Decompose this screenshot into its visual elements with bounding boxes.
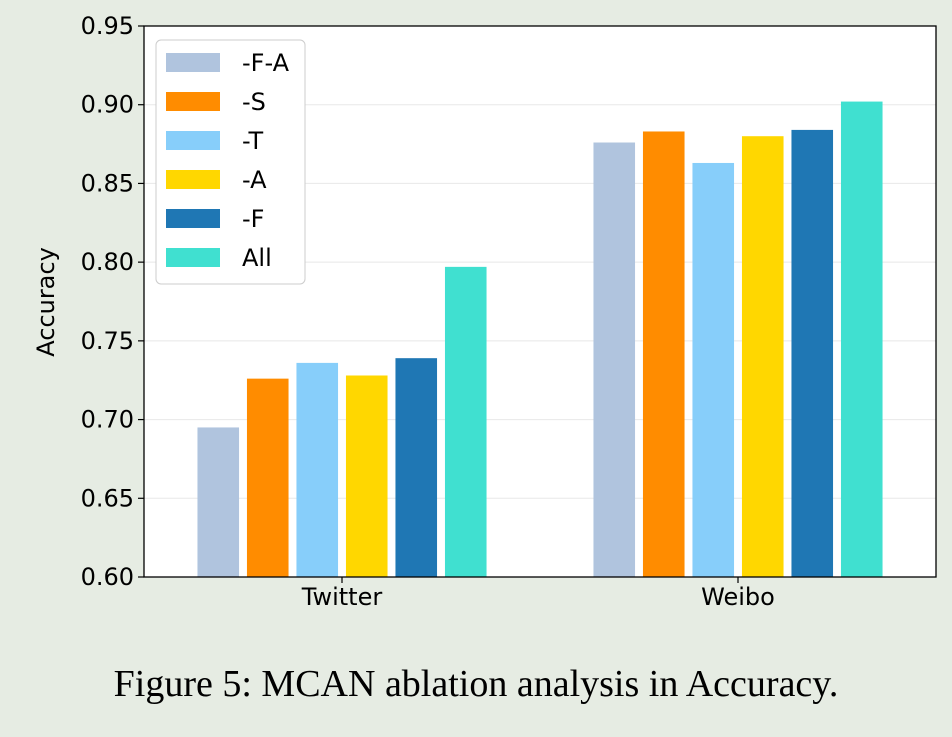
bar-twitter-series-0	[197, 427, 240, 577]
bar-twitter-series-1	[246, 378, 289, 577]
accuracy-bar-chart: 0.60 0.65 0.70 0.75 0.80 0.85 0.90 0.95 Twitter…	[32, 12, 937, 611]
x-tick-label: Weibo	[701, 583, 775, 611]
x-tick-label: Twitter	[301, 583, 383, 611]
legend-label: -A	[242, 166, 267, 194]
legend: -F-A -S -T -A -F All	[155, 39, 306, 285]
legend-label: -F-A	[242, 49, 290, 77]
bar-weibo-series-3	[741, 136, 784, 577]
bar-twitter-series-5	[444, 266, 487, 577]
legend-label: All	[242, 244, 272, 272]
y-tick-label: 0.75	[81, 327, 134, 355]
bar-weibo-series-4	[791, 129, 834, 577]
bar-twitter-series-3	[345, 375, 388, 577]
y-tick-label: 0.65	[81, 484, 134, 512]
y-axis-ticks: 0.60 0.65 0.70 0.75 0.80 0.85 0.90 0.95	[81, 12, 144, 591]
y-axis-label: Accuracy	[32, 247, 60, 357]
y-tick-label: 0.90	[81, 91, 134, 119]
y-tick-label: 0.70	[81, 406, 134, 434]
bar-weibo-series-0	[593, 142, 636, 578]
legend-swatch	[166, 170, 220, 189]
bar-weibo-series-1	[642, 131, 685, 577]
y-tick-label: 0.85	[81, 169, 134, 197]
plot-frame	[143, 25, 937, 578]
bars	[197, 101, 883, 578]
bar-weibo-series-2	[692, 162, 735, 577]
legend-label: -F	[242, 205, 264, 233]
figure-caption: Figure 5: MCAN ablation analysis in Accu…	[113, 663, 839, 705]
legend-label: -T	[242, 127, 263, 155]
bar-twitter-series-4	[395, 358, 438, 577]
legend-swatch	[166, 131, 220, 150]
legend-swatch	[166, 248, 220, 267]
x-axis-ticks: Twitter Weibo	[301, 577, 775, 611]
legend-swatch	[166, 53, 220, 72]
y-tick-label: 0.95	[81, 12, 134, 40]
y-tick-label: 0.80	[81, 248, 134, 276]
legend-label: -S	[242, 88, 266, 116]
bar-twitter-series-2	[296, 362, 339, 577]
legend-swatch	[166, 209, 220, 228]
legend-swatch	[166, 92, 220, 111]
bar-weibo-series-5	[840, 101, 883, 578]
y-tick-label: 0.60	[81, 563, 134, 591]
